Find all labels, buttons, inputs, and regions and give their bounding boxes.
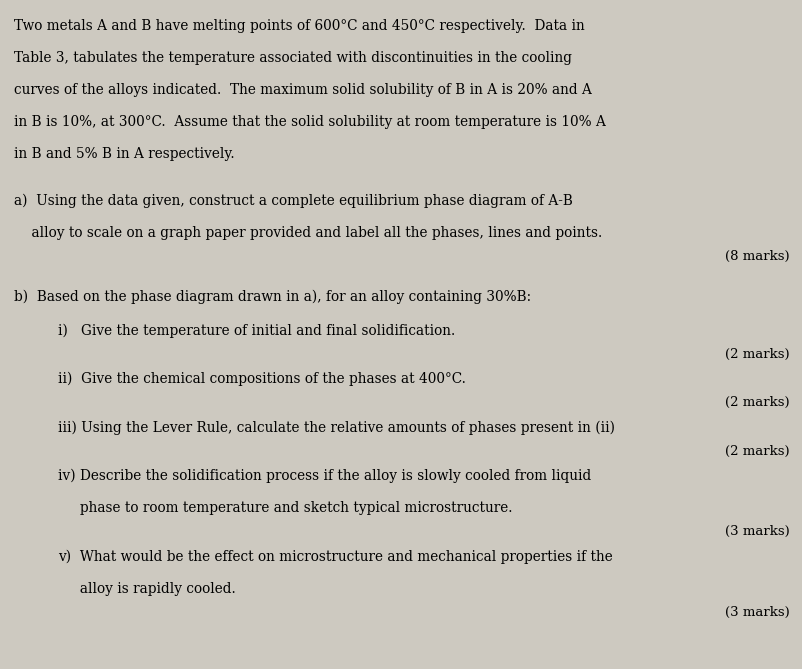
Text: (2 marks): (2 marks) (724, 396, 788, 409)
Text: alloy to scale on a graph paper provided and label all the phases, lines and poi: alloy to scale on a graph paper provided… (14, 226, 602, 240)
Text: phase to room temperature and sketch typical microstructure.: phase to room temperature and sketch typ… (58, 501, 512, 515)
Text: Two metals A and B have melting points of 600°C and 450°C respectively.  Data in: Two metals A and B have melting points o… (14, 19, 584, 33)
Text: (3 marks): (3 marks) (723, 605, 788, 619)
Text: in B is 10%, at 300°C.  Assume that the solid solubility at room temperature is : in B is 10%, at 300°C. Assume that the s… (14, 115, 605, 129)
Text: b)  Based on the phase diagram drawn in a), for an alloy containing 30%B:: b) Based on the phase diagram drawn in a… (14, 290, 530, 304)
Text: i)   Give the temperature of initial and final solidification.: i) Give the temperature of initial and f… (58, 324, 455, 338)
Text: iv) Describe the solidification process if the alloy is slowly cooled from liqui: iv) Describe the solidification process … (58, 469, 590, 484)
Text: (3 marks): (3 marks) (723, 525, 788, 538)
Text: a)  Using the data given, construct a complete equilibrium phase diagram of A-B: a) Using the data given, construct a com… (14, 194, 572, 209)
Text: (8 marks): (8 marks) (724, 250, 788, 263)
Text: in B and 5% B in A respectively.: in B and 5% B in A respectively. (14, 147, 234, 161)
Text: (2 marks): (2 marks) (724, 348, 788, 361)
Text: Table 3, tabulates the temperature associated with discontinuities in the coolin: Table 3, tabulates the temperature assoc… (14, 51, 571, 65)
Text: ii)  Give the chemical compositions of the phases at 400°C.: ii) Give the chemical compositions of th… (58, 372, 465, 387)
Text: alloy is rapidly cooled.: alloy is rapidly cooled. (58, 581, 235, 595)
Text: v)  What would be the effect on microstructure and mechanical properties if the: v) What would be the effect on microstru… (58, 549, 612, 564)
Text: curves of the alloys indicated.  The maximum solid solubility of B in A is 20% a: curves of the alloys indicated. The maxi… (14, 83, 591, 97)
Text: iii) Using the Lever Rule, calculate the relative amounts of phases present in (: iii) Using the Lever Rule, calculate the… (58, 421, 614, 435)
Text: (2 marks): (2 marks) (724, 445, 788, 458)
